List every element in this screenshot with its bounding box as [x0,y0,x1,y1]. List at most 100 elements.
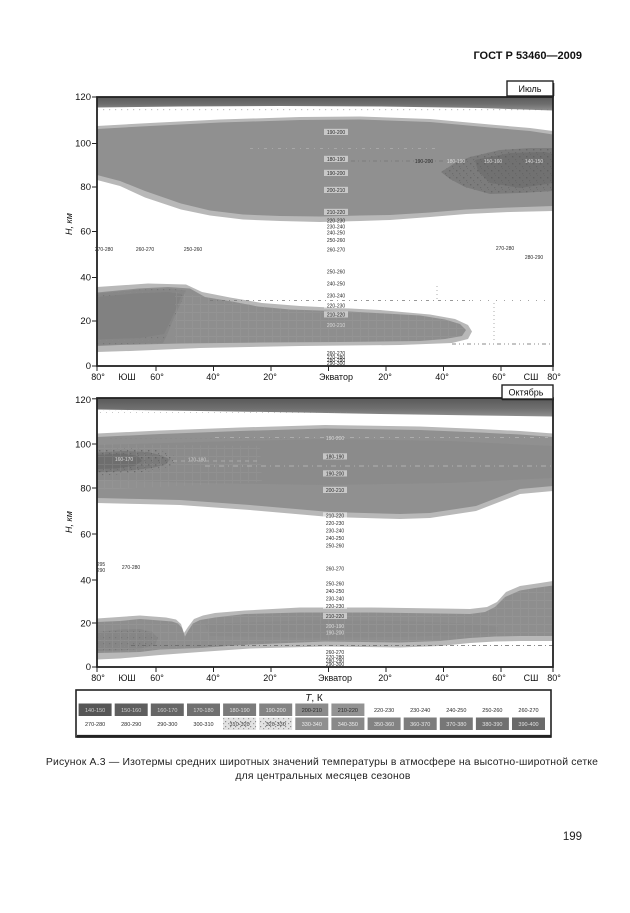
svg-text:220-230: 220-230 [326,604,345,610]
svg-text:360-370: 360-370 [410,722,430,728]
svg-text:190-200: 190-200 [266,708,286,714]
svg-text:220-230: 220-230 [327,304,346,310]
svg-text:Т, К: Т, К [305,693,323,704]
svg-text:200-210: 200-210 [326,488,345,494]
svg-text:20°: 20° [378,372,392,382]
svg-text:Октябрь: Октябрь [509,388,544,398]
svg-text:60: 60 [80,227,91,238]
svg-text:160-170: 160-170 [115,457,134,463]
svg-text:200-210: 200-210 [327,188,346,194]
svg-text:0: 0 [86,662,91,673]
svg-text:190-200: 190-200 [326,472,345,478]
svg-text:80°: 80° [547,372,561,382]
svg-text:310-320: 310-320 [230,722,250,728]
svg-text:340-350: 340-350 [338,722,358,728]
svg-text:60°: 60° [150,372,164,382]
svg-text:Н, км: Н, км [64,511,74,533]
svg-text:250-260: 250-260 [326,582,345,588]
svg-text:Экватор: Экватор [319,372,353,382]
svg-text:Рисунок А.3 — Изотермы сред: Рисунок А.3 — Изотермы средних широтных … [46,756,598,768]
svg-text:200-210: 200-210 [327,323,346,329]
svg-text:80°: 80° [91,372,105,382]
svg-text:210-220: 210-220 [326,514,345,520]
svg-text:250-260: 250-260 [326,544,345,550]
svg-text:СШ: СШ [524,673,539,683]
svg-text:80: 80 [80,182,91,193]
svg-text:Экватор: Экватор [318,673,352,683]
svg-text:260-270: 260-270 [326,567,345,573]
svg-text:280-290: 280-290 [121,722,141,728]
svg-text:370-380: 370-380 [446,722,466,728]
svg-text:40: 40 [80,575,91,586]
svg-text:240-250: 240-250 [327,282,346,288]
svg-text:100: 100 [75,439,91,450]
svg-text:60°: 60° [492,673,506,683]
svg-text:250-260: 250-260 [482,708,502,714]
svg-text:40: 40 [80,273,91,284]
svg-text:270-280: 270-280 [122,565,141,571]
svg-text:290-300: 290-300 [326,662,345,668]
svg-text:150-160: 150-160 [484,159,503,165]
svg-text:80°: 80° [547,673,561,683]
svg-text:210-220: 210-220 [327,313,346,319]
svg-text:230-240: 230-240 [327,225,346,231]
svg-text:160-170: 160-170 [157,708,177,714]
svg-text:80°: 80° [91,673,105,683]
svg-text:40°: 40° [206,673,220,683]
svg-text:280-290: 280-290 [327,358,346,364]
svg-text:ЮШ: ЮШ [118,372,135,382]
svg-text:290-300: 290-300 [327,361,346,367]
svg-text:120: 120 [75,395,91,406]
svg-text:199: 199 [563,831,582,843]
svg-text:230-240: 230-240 [326,529,345,535]
svg-text:60°: 60° [150,673,164,683]
svg-text:20°: 20° [378,673,392,683]
svg-text:40°: 40° [435,673,449,683]
svg-text:230-240: 230-240 [327,294,346,300]
svg-text:190-200: 190-200 [326,436,345,442]
svg-text:280-290: 280-290 [525,255,544,261]
svg-text:260-270: 260-270 [518,708,538,714]
svg-text:170-180: 170-180 [188,458,207,464]
svg-text:230-240: 230-240 [410,708,430,714]
svg-text:330-340: 330-340 [302,722,322,728]
svg-text:250-260: 250-260 [327,270,346,276]
svg-text:180-190: 180-190 [447,159,466,165]
svg-text:150-160: 150-160 [121,708,141,714]
svg-text:ЮШ: ЮШ [118,673,135,683]
svg-text:220-230: 220-230 [326,521,345,527]
svg-text:270-280: 270-280 [326,655,345,661]
svg-text:190-200: 190-200 [326,631,345,637]
svg-text:180-190: 180-190 [327,157,346,163]
svg-text:230-240: 230-240 [326,597,345,603]
svg-text:390-400: 390-400 [518,722,538,728]
svg-text:240-250: 240-250 [326,589,345,595]
svg-text:Н, км: Н, км [64,213,74,235]
svg-text:120: 120 [75,92,91,103]
svg-text:Июль: Июль [519,84,542,94]
svg-text:270-280: 270-280 [85,722,105,728]
svg-text:40°: 40° [435,372,449,382]
svg-text:320-330: 320-330 [266,722,286,728]
svg-text:20: 20 [80,316,91,327]
svg-text:190-200: 190-200 [415,159,434,165]
svg-text:200-190: 200-190 [326,624,345,630]
svg-text:290: 290 [97,568,106,574]
svg-text:180-190: 180-190 [230,708,250,714]
svg-text:210-220: 210-220 [327,210,346,216]
svg-text:для центральных месяцев сезоно: для центральных месяцев сезонов [235,771,411,782]
svg-text:100: 100 [75,139,91,150]
svg-text:ГОСТ Р 53460—2009: ГОСТ Р 53460—2009 [473,50,582,62]
svg-text:240-250: 240-250 [327,231,346,237]
svg-text:190-200: 190-200 [327,130,346,136]
svg-text:180-190: 180-190 [326,455,345,461]
svg-text:80: 80 [80,483,91,494]
svg-text:40°: 40° [206,372,220,382]
svg-text:260-270: 260-270 [327,351,346,357]
svg-text:220-230: 220-230 [374,708,394,714]
svg-text:270-280: 270-280 [327,355,346,361]
svg-text:220-230: 220-230 [327,219,346,225]
svg-text:295: 295 [97,562,106,568]
svg-text:260-270: 260-270 [326,650,345,656]
svg-text:170-180: 170-180 [193,708,213,714]
